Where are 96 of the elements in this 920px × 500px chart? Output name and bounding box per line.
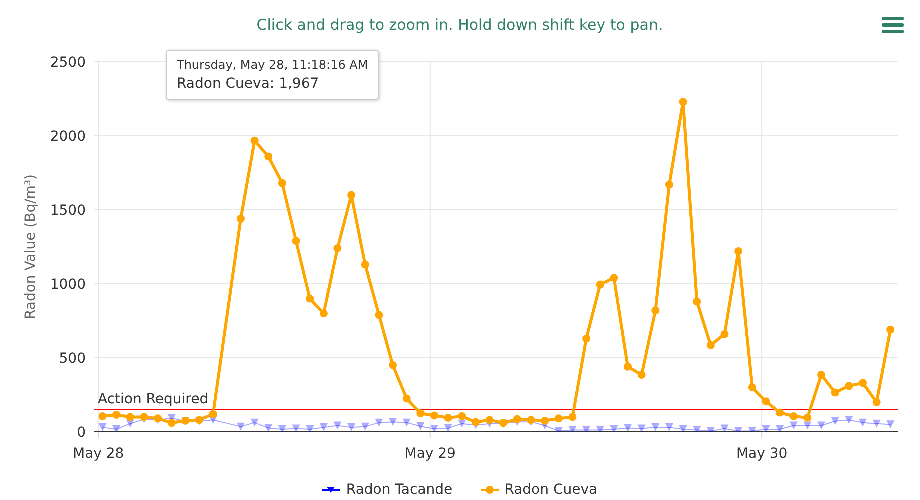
point	[858, 418, 867, 427]
point	[250, 418, 259, 427]
x-tick-label: May 30	[736, 446, 788, 462]
point	[734, 247, 743, 256]
point	[720, 330, 729, 338]
point	[610, 425, 618, 432]
point	[872, 420, 881, 428]
point	[389, 361, 398, 370]
point	[264, 424, 273, 432]
point	[845, 382, 854, 390]
y-axis-title: Radon Value (Bq/m³)	[22, 174, 39, 320]
point	[278, 179, 286, 188]
point	[665, 180, 674, 189]
y-tick-label: 1500	[50, 202, 86, 219]
point	[334, 244, 342, 252]
point	[776, 425, 784, 432]
y-tick-label: 2000	[50, 128, 86, 145]
point	[582, 334, 591, 343]
point	[818, 371, 826, 380]
point	[790, 422, 798, 430]
legend-label: Radon Cueva	[504, 482, 598, 498]
point	[486, 416, 494, 424]
point	[665, 424, 674, 432]
ref-line-label: Action Required	[98, 392, 209, 408]
point	[638, 424, 646, 432]
point	[610, 274, 618, 282]
y-tick-label: 500	[59, 350, 86, 367]
point	[264, 152, 273, 161]
point	[375, 418, 384, 427]
point	[679, 98, 688, 106]
point	[513, 415, 522, 424]
point	[652, 306, 660, 315]
annotation: Radon Cueva: 1,967	[177, 75, 320, 94]
legend-label: Radon Tacande	[346, 482, 453, 498]
point	[306, 294, 314, 303]
point	[334, 422, 342, 430]
point	[320, 424, 328, 432]
x-tick-label: May 28	[73, 446, 124, 462]
point	[624, 424, 632, 432]
point	[831, 388, 840, 397]
point	[762, 425, 770, 432]
point	[706, 341, 715, 350]
point	[624, 362, 632, 371]
point	[693, 298, 702, 306]
y-tick-label: 1000	[50, 276, 86, 293]
point	[748, 384, 756, 392]
point	[444, 424, 452, 432]
point	[458, 412, 466, 420]
point	[818, 422, 826, 430]
point	[361, 260, 370, 269]
point	[886, 326, 895, 334]
point	[430, 425, 438, 432]
point	[292, 237, 300, 246]
chart-title: Click and drag to zoom in. Hold down shift key to pan.	[256, 15, 664, 36]
point	[720, 424, 729, 432]
point	[652, 424, 660, 432]
point	[348, 424, 356, 432]
point	[402, 418, 411, 427]
point	[790, 412, 798, 420]
point	[236, 214, 245, 223]
point	[348, 191, 356, 200]
point	[886, 420, 895, 429]
y-tick-label: 2500	[50, 54, 86, 71]
point	[402, 394, 411, 403]
point	[638, 371, 646, 380]
point	[458, 420, 466, 428]
point	[804, 422, 812, 430]
point	[320, 310, 328, 318]
point	[845, 416, 854, 424]
point	[375, 311, 384, 320]
point	[361, 422, 370, 431]
point	[568, 413, 577, 422]
point	[389, 418, 398, 426]
point	[596, 280, 604, 289]
point	[416, 410, 425, 418]
point	[679, 425, 688, 432]
point	[472, 418, 480, 426]
point	[292, 424, 300, 432]
point	[804, 414, 812, 422]
x-tick-label: May 29	[404, 446, 456, 462]
y-tick-label: 0	[77, 424, 86, 441]
point	[554, 414, 563, 423]
point	[762, 398, 770, 406]
point	[430, 412, 438, 420]
point	[776, 408, 784, 417]
point	[306, 425, 314, 432]
point	[416, 422, 425, 431]
point	[278, 425, 286, 432]
point	[236, 422, 245, 431]
point	[831, 417, 840, 426]
annotation: Thursday, May 28, 11:18:16 AM	[177, 57, 368, 74]
point	[872, 398, 881, 406]
point	[541, 416, 550, 425]
point	[444, 414, 452, 422]
point	[858, 379, 867, 388]
point	[250, 136, 259, 145]
